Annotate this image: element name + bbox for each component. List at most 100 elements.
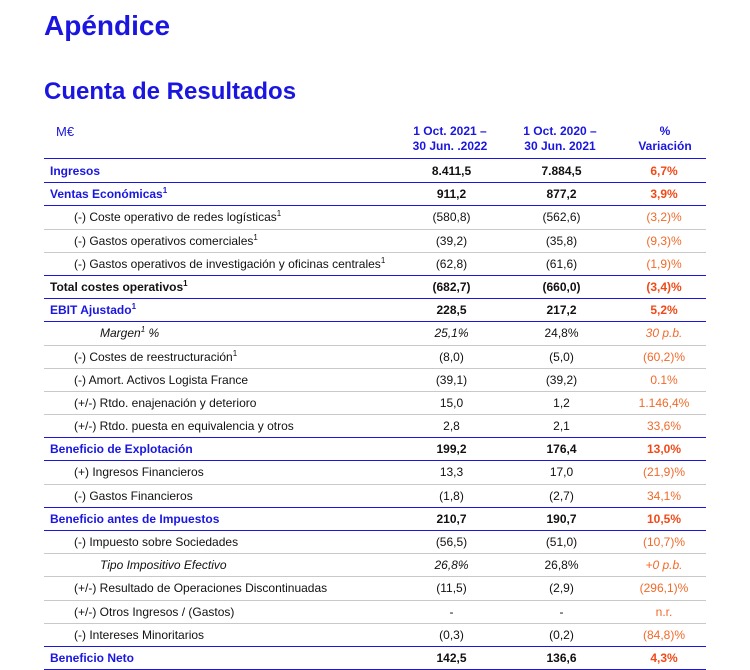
value-variation: (60,2)% — [642, 349, 686, 364]
value-prior-period: (39,2) — [545, 372, 578, 387]
value-current-period: (39,2) — [435, 233, 468, 248]
row-label: (+/-) Rtdo. puesta en equivalencia y otr… — [74, 419, 294, 433]
table-row: (+/-) Resultado de Operaciones Discontin… — [44, 577, 706, 601]
value-current-period: 26,8% — [434, 558, 469, 573]
row-label-text: Tipo Impositivo Efectivo — [100, 558, 227, 573]
value-current-period: 199,2 — [436, 442, 467, 457]
header-period-current-line1: 1 Oct. 2021 – — [413, 124, 487, 138]
value-prior-period: (0,2) — [549, 627, 574, 642]
value-current-period: - — [449, 604, 454, 619]
header-period-current: 1 Oct. 2021 – 30 Jun. .2022 — [395, 124, 505, 154]
footnote-marker: 1 — [131, 302, 137, 312]
table-row: Beneficio de Explotación 199,2 176,4 13,0% — [44, 438, 706, 462]
value-variation: 13,0% — [646, 442, 682, 457]
value-current-period: 911,2 — [436, 187, 467, 202]
table-row: (+/-) Otros Ingresos / (Gastos) - - n.r. — [44, 601, 706, 624]
row-label-text: (-) Amort. Activos Logista France — [74, 372, 249, 387]
header-variation-line1: % — [659, 124, 671, 138]
value-current-period: (39,1) — [435, 372, 468, 387]
table-row: Ventas Económicas1 911,2 877,2 3,9% — [44, 183, 706, 207]
value-variation: (296,1)% — [639, 581, 689, 596]
value-current-period: (11,5) — [436, 581, 467, 596]
table-row: Ingresos 8.411,5 7.884,5 6,7% — [44, 160, 706, 184]
table-row: Beneficio Neto 142,5 136,6 4,3% — [44, 647, 706, 670]
table-row: Margen1 % 25,1% 24,8% 30 p.b. — [44, 322, 706, 346]
header-period-prior-line1: 1 Oct. 2020 – — [523, 124, 597, 138]
row-label: (-) Gastos operativos de investigación y… — [74, 256, 385, 271]
row-label-text: Beneficio de Explotación — [50, 442, 193, 457]
table-row: (+/-) Rtdo. puesta en equivalencia y otr… — [44, 415, 706, 439]
row-label-text: (+/-) Rtdo. enajenación y deterioro — [74, 395, 257, 410]
header-variation-line2: Variación — [638, 139, 692, 153]
row-label: Tipo Impositivo Efectivo — [100, 558, 227, 572]
value-variation: (1,9)% — [646, 256, 682, 271]
footnote-marker: 1 — [276, 209, 282, 219]
value-variation: (21,9)% — [642, 465, 686, 480]
table-row: (+) Ingresos Financieros 13,3 17,0 (21,9)% — [44, 461, 706, 485]
row-label-text: (+/-) Otros Ingresos / (Gastos) — [74, 604, 235, 619]
value-variation: (84,8)% — [642, 627, 686, 642]
header-period-prior-line2: 30 Jun. 2021 — [524, 139, 596, 153]
row-label-text: (+) Ingresos Financieros — [74, 465, 204, 480]
income-statement-table: Ingresos 8.411,5 7.884,5 6,7% Ventas Económi… — [44, 160, 706, 670]
row-label-text: (-) Impuesto sobre Sociedades — [74, 535, 239, 549]
footnote-marker: 1 — [140, 325, 146, 335]
row-label-text: EBIT Ajustado — [50, 303, 132, 318]
value-prior-period: (51,0) — [545, 535, 578, 549]
value-variation: (9,3)% — [646, 233, 682, 248]
row-label-text: Beneficio antes de Impuestos — [50, 511, 220, 526]
value-prior-period: 1,2 — [553, 395, 570, 410]
row-label: (+/-) Resultado de Operaciones Discontin… — [74, 581, 327, 595]
row-label: Margen1 % — [100, 325, 160, 341]
row-label-text: (-) Intereses Minoritarios — [74, 627, 205, 642]
value-variation: (10,7)% — [642, 535, 686, 549]
value-prior-period: (61,6) — [545, 256, 578, 271]
value-current-period: (580,8) — [432, 210, 471, 225]
value-current-period: (56,5) — [435, 535, 468, 549]
value-variation: +0 p.b. — [645, 558, 683, 573]
value-current-period: (62,8) — [435, 256, 468, 271]
value-prior-period: (35,8) — [545, 233, 578, 248]
row-label: (-) Coste operativo de redes logísticas1 — [74, 209, 282, 225]
value-current-period: (0,3) — [439, 627, 464, 642]
value-prior-period: 17,0 — [549, 465, 574, 480]
value-prior-period: 217,2 — [546, 303, 577, 318]
section-title: Cuenta de Resultados — [44, 78, 297, 105]
value-variation: 10,5% — [646, 511, 682, 526]
value-current-period: (8,0) — [439, 349, 464, 364]
row-label: (-) Amort. Activos Logista France — [74, 373, 248, 387]
page-title: Apéndice — [44, 10, 171, 41]
row-label: (-) Gastos Financieros — [74, 489, 193, 503]
value-variation: 33,6% — [646, 419, 682, 434]
table-row: (-) Gastos operativos de investigación y… — [44, 253, 706, 276]
header-divider — [44, 158, 706, 159]
table-row: Beneficio antes de Impuestos 210,7 190,7 10… — [44, 508, 706, 531]
table-row: (-) Coste operativo de redes logísticas1… — [44, 206, 706, 230]
header-variation: % Variación — [620, 124, 710, 154]
table-row: (-) Intereses Minoritarios (0,3) (0,2) (84,… — [44, 624, 706, 647]
value-current-period: (1,8) — [439, 488, 464, 503]
table-row: (-) Amort. Activos Logista France (39,1) (… — [44, 369, 706, 392]
table-row: (-) Costes de reestructuración1 (8,0) (5,0… — [44, 346, 706, 369]
value-variation: 6,7% — [650, 164, 678, 178]
row-label: (+/-) Otros Ingresos / (Gastos) — [74, 605, 234, 619]
row-label: Beneficio Neto — [50, 651, 134, 665]
value-variation: 3,9% — [650, 187, 678, 202]
table-row: Tipo Impositivo Efectivo 26,8% 26,8% +0 p.b… — [44, 554, 706, 578]
value-current-period: 8.411,5 — [431, 164, 472, 178]
row-label-text: Beneficio Neto — [50, 650, 135, 665]
value-variation: n.r. — [655, 604, 673, 619]
value-variation: 0.1% — [650, 372, 678, 387]
row-label: Beneficio antes de Impuestos — [50, 512, 219, 526]
value-prior-period: 176,4 — [546, 442, 577, 457]
row-label-text: Ventas Económicas — [50, 187, 163, 202]
table-row: Total costes operativos1 (682,7) (660,0) (3… — [44, 276, 706, 300]
row-label-text: (-) Gastos operativos de investigación y… — [74, 256, 381, 271]
table-row: (-) Gastos operativos comerciales1 (39,2)… — [44, 230, 706, 253]
footnote-marker: 1 — [232, 348, 238, 358]
value-current-period: 210,7 — [436, 511, 467, 526]
row-label-text: (+/-) Rtdo. puesta en equivalencia y otr… — [74, 419, 294, 434]
row-label: (-) Intereses Minoritarios — [74, 628, 204, 642]
value-current-period: 228,5 — [436, 303, 467, 318]
row-label-suffix: % — [145, 326, 160, 341]
